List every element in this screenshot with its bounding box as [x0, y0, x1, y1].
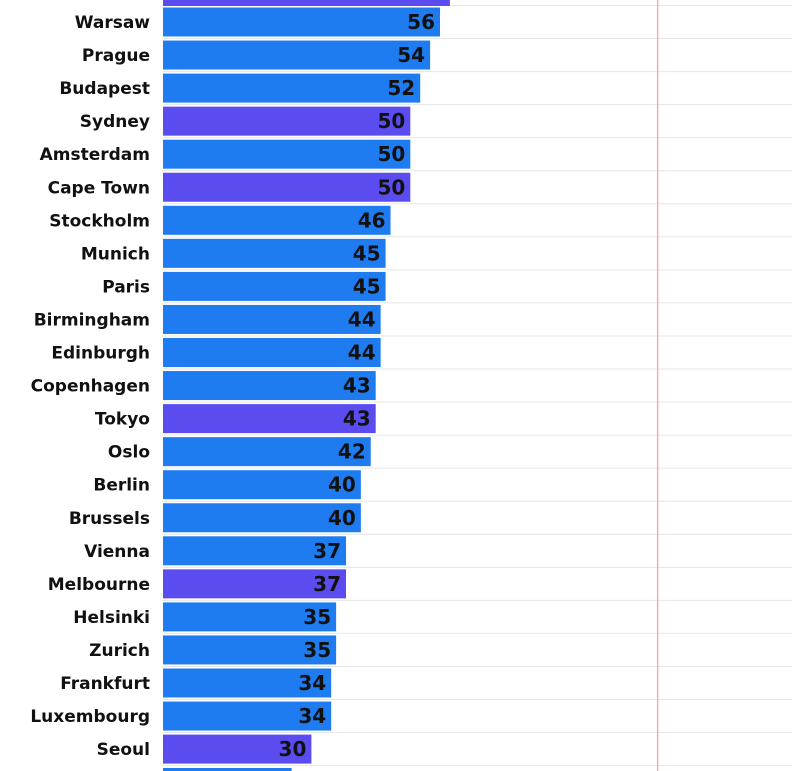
category-label-brussels: Brussels: [69, 509, 150, 529]
value-label-oslo: 42: [338, 440, 366, 464]
category-label-luxembourg: Luxembourg: [30, 707, 150, 727]
value-label-luxembourg: 34: [298, 704, 326, 728]
value-label-budapest: 52: [387, 76, 415, 100]
value-label-zurich: 35: [303, 638, 331, 662]
category-label-helsinki: Helsinki: [73, 608, 150, 628]
bar-helsinki: [163, 602, 337, 632]
bar-birmingham: [163, 304, 381, 334]
category-label-munich: Munich: [81, 244, 150, 264]
value-label-cape-town: 50: [377, 175, 405, 199]
gridlines: [163, 0, 792, 771]
value-label-munich: 45: [353, 241, 381, 265]
bar-luxembourg: [163, 701, 332, 731]
value-label-tokyo: 43: [343, 407, 371, 431]
bar-melbourne: [163, 569, 347, 599]
value-label-copenhagen: 43: [343, 374, 371, 398]
category-label-zurich: Zurich: [89, 641, 150, 661]
category-label-stockholm: Stockholm: [49, 211, 150, 231]
bar-cropped-top: [163, 0, 450, 6]
bar-brussels: [163, 503, 361, 533]
value-label-berlin: 40: [328, 473, 356, 497]
bar-vienna: [163, 536, 347, 566]
bar-prague: [163, 40, 431, 70]
bar-paris: [163, 271, 386, 301]
bar-zurich: [163, 635, 337, 665]
value-label-sydney: 50: [377, 109, 405, 133]
bar-oslo: [163, 437, 371, 467]
bar-warsaw: [163, 7, 440, 37]
value-label-seoul: 30: [279, 737, 307, 761]
category-label-birmingham: Birmingham: [34, 310, 150, 330]
category-label-copenhagen: Copenhagen: [31, 377, 150, 397]
bar-cape-town: [163, 172, 411, 202]
category-label-frankfurt: Frankfurt: [60, 674, 150, 694]
bar-cropped-bottom: [163, 768, 292, 771]
bar-seoul: [163, 734, 312, 764]
value-label-birmingham: 44: [348, 307, 376, 331]
bar-stockholm: [163, 205, 391, 235]
bar-edinburgh: [163, 338, 381, 367]
bar-tokyo: [163, 404, 376, 434]
value-label-brussels: 40: [328, 506, 356, 530]
category-label-amsterdam: Amsterdam: [40, 145, 150, 165]
value-label-warsaw: 56: [407, 10, 435, 34]
value-label-amsterdam: 50: [377, 142, 405, 166]
value-label-prague: 54: [397, 43, 425, 67]
category-label-oslo: Oslo: [108, 443, 150, 463]
value-label-melbourne: 37: [313, 572, 341, 596]
category-label-paris: Paris: [102, 277, 150, 297]
value-label-frankfurt: 34: [298, 671, 326, 695]
value-label-helsinki: 35: [303, 605, 331, 629]
labels: Warsaw 56 Prague 54 Budapest 52 Sydney 50 Amster…: [30, 10, 435, 761]
bar-munich: [163, 238, 386, 268]
category-label-edinburgh: Edinburgh: [51, 344, 150, 364]
category-label-melbourne: Melbourne: [48, 575, 150, 595]
category-label-vienna: Vienna: [84, 542, 150, 562]
value-label-stockholm: 46: [358, 208, 386, 232]
category-label-cape-town: Cape Town: [48, 178, 150, 198]
bar-frankfurt: [163, 668, 332, 698]
category-label-sydney: Sydney: [80, 112, 150, 132]
bar-sydney: [163, 106, 411, 136]
category-label-seoul: Seoul: [97, 740, 150, 760]
category-label-budapest: Budapest: [59, 79, 150, 99]
value-label-paris: 45: [353, 274, 381, 298]
bar-copenhagen: [163, 371, 376, 401]
value-label-vienna: 37: [313, 539, 341, 563]
category-label-tokyo: Tokyo: [95, 410, 150, 430]
bar-berlin: [163, 470, 361, 500]
category-label-berlin: Berlin: [93, 476, 150, 496]
category-label-warsaw: Warsaw: [75, 13, 151, 33]
bar-budapest: [163, 73, 421, 103]
value-label-edinburgh: 44: [348, 341, 376, 365]
category-label-prague: Prague: [82, 46, 150, 66]
bars: [163, 0, 450, 771]
bar-amsterdam: [163, 139, 411, 169]
